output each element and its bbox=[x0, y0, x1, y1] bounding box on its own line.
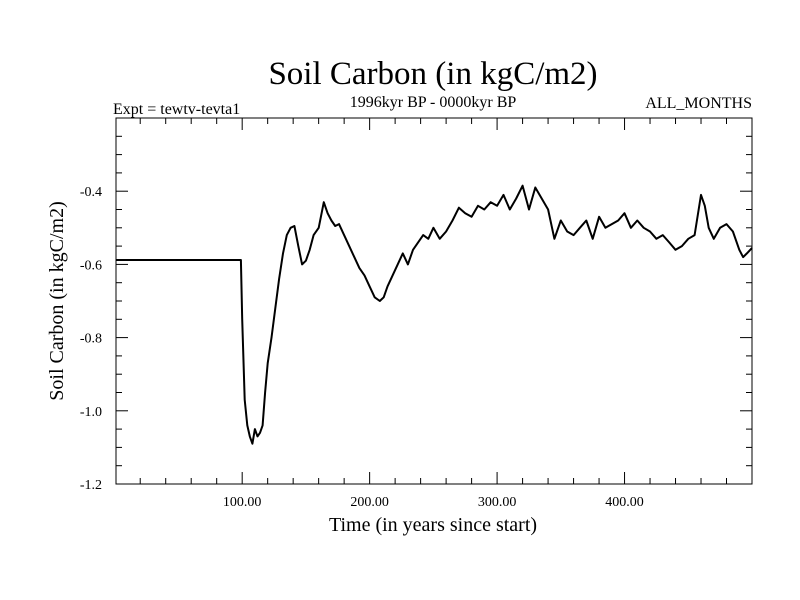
subtitle-experiment: Expt = tewtv-tevta1 bbox=[113, 101, 240, 118]
subtitle-months: ALL_MONTHS bbox=[645, 95, 752, 112]
x-axis-label: Time (in years since start) bbox=[329, 514, 537, 536]
subtitle-period: 1996kyr BP - 0000kyr BP bbox=[350, 94, 517, 111]
x-tick-label: 400.00 bbox=[605, 495, 644, 510]
series-line-soil-carbon bbox=[116, 184, 753, 445]
x-tick-label: 100.00 bbox=[223, 495, 262, 510]
plot-frame bbox=[115, 117, 753, 485]
y-tick-label: -0.4 bbox=[80, 185, 102, 200]
y-tick-label: -1.0 bbox=[80, 405, 102, 420]
y-tick-label: -0.6 bbox=[80, 258, 102, 273]
series-group bbox=[116, 184, 753, 445]
axes: 100.00 200.00 300.00 400.00 -1.2 -1.0 -0.8 -0.6… bbox=[80, 118, 752, 510]
x-tick-label: 200.00 bbox=[350, 495, 389, 510]
chart-title: Soil Carbon (in kgC/m2) bbox=[268, 56, 597, 92]
x-tick-label: 300.00 bbox=[478, 495, 517, 510]
y-axis-label: Soil Carbon (in kgC/m2) bbox=[46, 201, 68, 400]
y-tick-label: -0.8 bbox=[80, 332, 102, 347]
y-tick-label: -1.2 bbox=[80, 478, 102, 493]
